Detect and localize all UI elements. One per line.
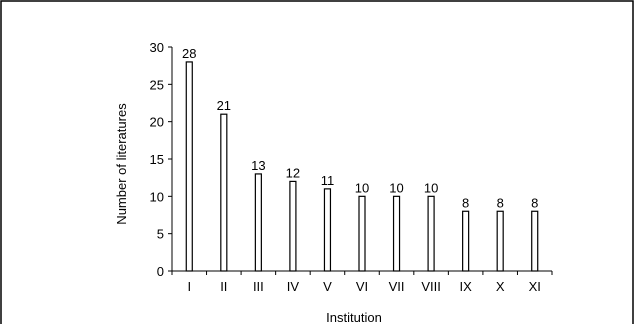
data-label: 10 [389, 180, 403, 195]
data-label: 11 [321, 173, 335, 188]
y-tick-label: 15 [150, 152, 164, 167]
x-tick-label: V [323, 279, 332, 294]
data-label: 8 [462, 195, 469, 210]
data-labels: 28 21 13 12 11 10 10 10 8 8 8 [182, 46, 538, 210]
y-tick-label: 5 [157, 227, 164, 242]
data-label: 13 [251, 158, 265, 173]
bars [185, 61, 539, 272]
bar [185, 61, 193, 272]
bar [289, 180, 297, 272]
bar [323, 188, 332, 272]
data-label: 10 [424, 180, 438, 195]
bar [392, 195, 401, 272]
bar [254, 173, 262, 272]
y-tick-label: 30 [150, 40, 164, 55]
x-tick-label: III [253, 279, 264, 294]
bar [496, 210, 504, 272]
y-axis-title: Number of literatures [114, 103, 129, 225]
bar [220, 113, 228, 272]
data-label: 8 [531, 195, 538, 210]
x-tick-label: II [220, 279, 227, 294]
bar [531, 210, 539, 272]
y-tick-label: 25 [150, 77, 164, 92]
x-tick-label: IX [459, 279, 472, 294]
x-tick-label: VII [389, 279, 405, 294]
x-tick-label: IV [287, 279, 300, 294]
bar [358, 195, 366, 272]
x-tick-label: XI [529, 279, 541, 294]
x-tick-label: VIII [421, 279, 441, 294]
y-tick-label: 20 [150, 115, 164, 130]
y-tick-label: 10 [150, 189, 164, 204]
x-tick-label: VI [356, 279, 368, 294]
x-tick-label: X [496, 279, 505, 294]
data-label: 10 [355, 180, 369, 195]
data-label: 8 [497, 195, 504, 210]
data-label: 12 [286, 165, 300, 180]
data-label: 21 [217, 98, 231, 113]
bar [462, 210, 470, 272]
x-axis-title: Institution [326, 310, 382, 324]
bar [427, 195, 435, 272]
y-tick-label: 0 [157, 264, 164, 279]
x-tick-label: I [187, 279, 191, 294]
data-label: 28 [182, 46, 196, 61]
y-axis: 0 5 10 15 20 25 30 [150, 40, 173, 279]
